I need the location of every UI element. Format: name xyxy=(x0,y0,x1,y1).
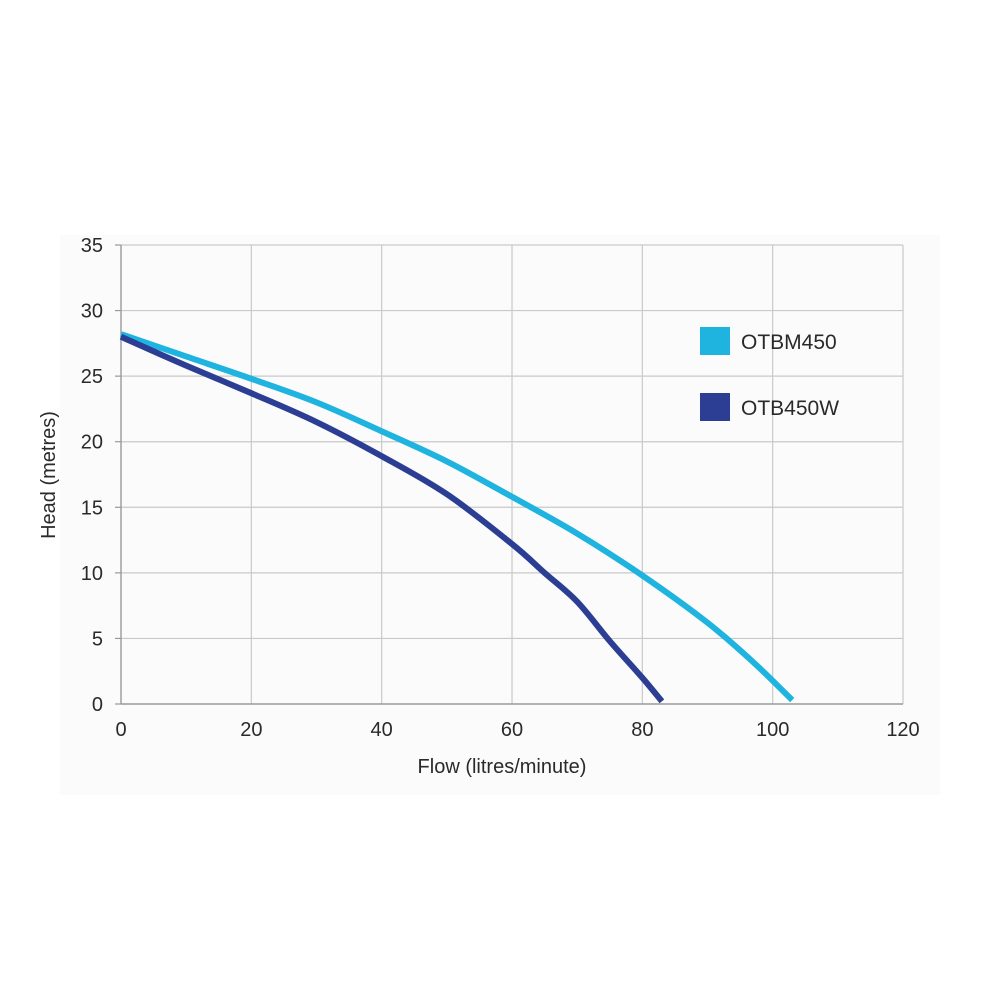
chart-panel xyxy=(60,235,940,795)
y-tick-label: 15 xyxy=(81,497,103,519)
legend-label-otbm450: OTBM450 xyxy=(741,331,837,354)
series-line-otb450w xyxy=(119,334,665,704)
series-lines xyxy=(119,331,795,704)
x-tick-label: 100 xyxy=(756,719,789,741)
y-tick-label: 0 xyxy=(92,694,103,716)
y-axis-title: Head (metres) xyxy=(38,411,60,539)
y-tick-label: 5 xyxy=(92,628,103,650)
grid-lines xyxy=(121,244,904,704)
axes xyxy=(115,244,903,705)
x-tick-label: 60 xyxy=(501,719,523,741)
x-tick-label: 20 xyxy=(240,719,262,741)
y-tick-label: 25 xyxy=(81,366,103,388)
x-tick-label: 0 xyxy=(115,719,126,741)
series-line-otbm450 xyxy=(120,331,795,703)
legend-label-otb450w: OTB450W xyxy=(741,397,839,420)
y-tick-label: 30 xyxy=(81,301,103,323)
y-tick-label: 35 xyxy=(81,235,103,257)
y-tick-label: 10 xyxy=(81,563,103,585)
x-tick-label: 120 xyxy=(886,719,919,741)
tick-labels: 0 20 40 60 80 100 120 0 5 10 15 20 25 30 35 xyxy=(81,235,920,741)
legend: OTBM450 OTB450W xyxy=(700,327,839,421)
legend-swatch-otbm450 xyxy=(700,327,730,355)
y-tick-label: 20 xyxy=(81,432,103,454)
x-tick-label: 40 xyxy=(371,719,393,741)
x-axis-title: Flow (litres/minute) xyxy=(418,756,587,778)
legend-swatch-otb450w xyxy=(700,393,730,421)
x-tick-label: 80 xyxy=(631,719,653,741)
